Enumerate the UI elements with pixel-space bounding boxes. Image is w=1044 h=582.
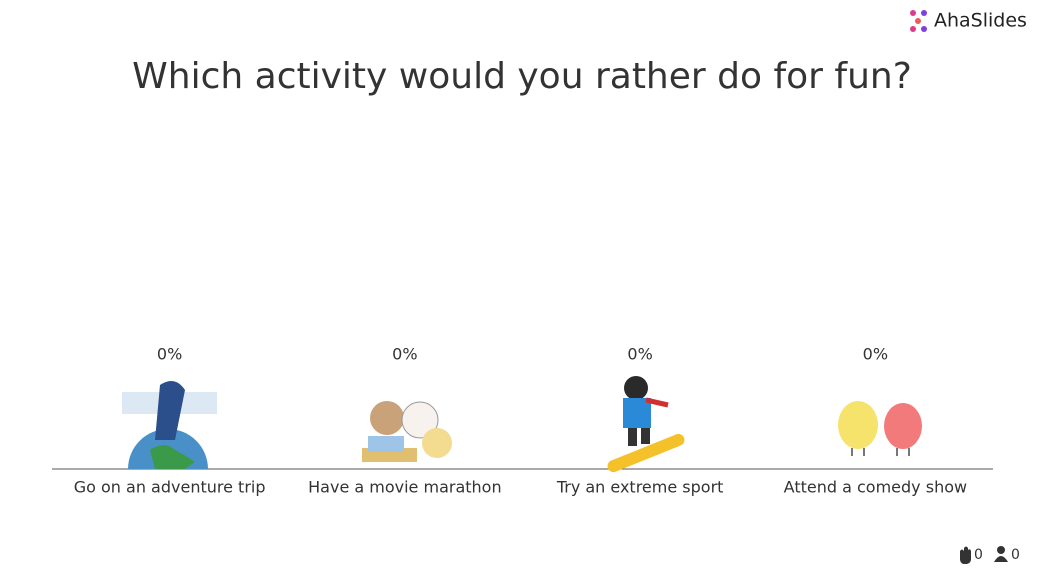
illustration-globe <box>122 381 217 469</box>
x-tick-label: Go on an adventure trip <box>74 478 266 497</box>
illustration-snowboarder <box>607 376 685 473</box>
participant-count: 0 <box>1011 547 1020 563</box>
brand: AhaSlides <box>934 10 1027 32</box>
value-label: 0% <box>627 345 652 364</box>
value-label: 0% <box>863 345 888 364</box>
illustration-chicks <box>838 401 922 456</box>
logo: AhaSlides <box>910 10 1027 32</box>
value-label: 0% <box>157 345 182 364</box>
illustration-bears <box>362 401 452 462</box>
footer: 0 0 <box>960 546 1020 564</box>
x-tick-label: Try an extreme sport <box>556 478 724 497</box>
value-label: 0% <box>392 345 417 364</box>
chart-title: Which activity would you rather do for f… <box>132 56 912 97</box>
x-tick-label: Attend a comedy show <box>784 478 967 497</box>
reaction-count: 0 <box>974 547 983 563</box>
x-tick-label: Have a movie marathon <box>308 478 501 497</box>
